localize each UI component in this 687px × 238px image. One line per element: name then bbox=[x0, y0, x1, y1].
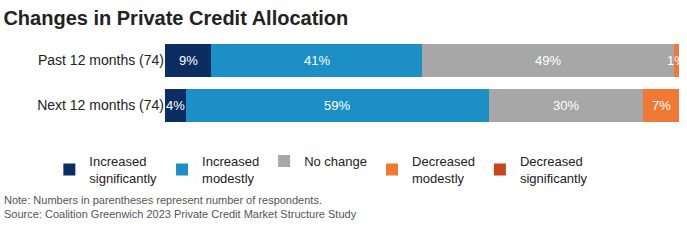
svg-text:Note: Numbers in parentheses r: Note: Numbers in parentheses represent n… bbox=[4, 194, 322, 206]
svg-text:Decreasedmodestly: Decreasedmodestly bbox=[412, 154, 475, 186]
svg-text:30%: 30% bbox=[553, 98, 579, 113]
svg-text:9%: 9% bbox=[179, 53, 198, 68]
svg-text:Past 12 months (74): Past 12 months (74) bbox=[38, 52, 164, 68]
svg-text:Next 12 months (74): Next 12 months (74) bbox=[37, 97, 164, 113]
svg-text:No change: No change bbox=[304, 154, 367, 169]
svg-text:1%: 1% bbox=[667, 53, 686, 68]
svg-text:41%: 41% bbox=[304, 53, 330, 68]
svg-text:Changes in Private Credit Allo: Changes in Private Credit Allocation bbox=[3, 7, 348, 29]
svg-text:Increasedmodestly: Increasedmodestly bbox=[202, 154, 259, 186]
svg-text:4%: 4% bbox=[166, 98, 185, 113]
svg-text:Decreasedsignificantly: Decreasedsignificantly bbox=[520, 154, 588, 186]
svg-text:Source: Coalition Greenwich 20: Source: Coalition Greenwich 2023 Private… bbox=[4, 208, 357, 220]
svg-text:59%: 59% bbox=[324, 98, 350, 113]
svg-text:49%: 49% bbox=[535, 53, 561, 68]
svg-text:Increasedsignificantly: Increasedsignificantly bbox=[89, 154, 157, 186]
svg-text:7%: 7% bbox=[652, 98, 671, 113]
